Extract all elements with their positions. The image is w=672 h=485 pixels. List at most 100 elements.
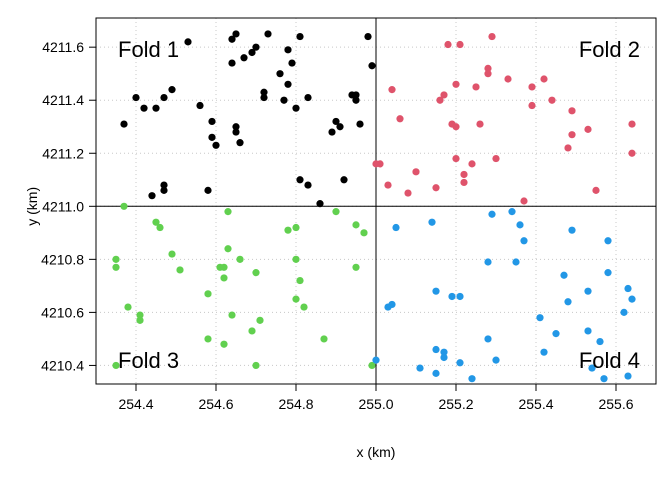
data-point (232, 128, 240, 136)
data-point (356, 120, 364, 128)
data-point (588, 364, 596, 372)
data-point (584, 125, 592, 133)
data-point (112, 263, 120, 271)
data-point (428, 218, 436, 226)
y-tick-label: 4211.4 (42, 92, 84, 108)
data-point (124, 303, 132, 311)
data-point (392, 223, 400, 232)
data-point (228, 59, 236, 67)
data-point (432, 184, 440, 192)
data-point (292, 104, 300, 112)
data-point (300, 303, 308, 311)
data-point (432, 345, 440, 354)
data-point (416, 364, 424, 372)
data-point (228, 311, 236, 319)
y-tick-label: 4210.6 (41, 304, 84, 320)
x-tick-label: 254.6 (198, 396, 233, 412)
data-point (472, 83, 480, 91)
data-point (252, 269, 260, 277)
data-point (560, 271, 568, 279)
data-point (488, 210, 496, 218)
y-tick-label: 4211.0 (42, 198, 84, 214)
data-point (568, 107, 576, 115)
data-point (628, 149, 636, 157)
data-point (156, 223, 164, 232)
data-point (384, 181, 392, 189)
data-point (504, 75, 512, 83)
data-point (236, 255, 244, 263)
data-point (352, 221, 360, 229)
data-point (120, 202, 128, 210)
x-tick-label: 255.4 (518, 396, 553, 412)
data-point (484, 258, 492, 266)
data-point (360, 229, 368, 237)
data-point (492, 154, 500, 163)
data-point (340, 176, 348, 184)
data-point (220, 263, 228, 271)
data-point (352, 91, 360, 99)
x-tick-label: 255.2 (438, 396, 473, 412)
data-point (452, 80, 460, 88)
data-point (184, 38, 192, 46)
data-point (456, 40, 464, 49)
data-point (292, 255, 300, 263)
data-point (260, 88, 268, 96)
data-point (540, 75, 548, 83)
data-point (112, 361, 120, 370)
data-point (196, 101, 204, 110)
data-point (228, 35, 236, 43)
data-point (248, 327, 256, 335)
data-point (568, 131, 576, 139)
data-point (296, 32, 304, 41)
data-point (484, 64, 492, 72)
data-points (112, 30, 636, 383)
data-point (264, 30, 272, 38)
data-point (284, 226, 292, 234)
data-point (516, 221, 524, 229)
data-point (592, 186, 600, 194)
data-point (148, 192, 156, 200)
data-point (520, 237, 528, 245)
data-point (564, 298, 572, 306)
data-point (288, 59, 296, 67)
data-point (212, 141, 220, 149)
data-point (112, 255, 120, 263)
data-point (204, 186, 212, 194)
data-point (620, 308, 628, 316)
data-point (120, 120, 128, 128)
data-point (600, 375, 608, 383)
x-axis-label: x (km) (357, 444, 396, 460)
data-point (440, 353, 448, 362)
data-point (460, 178, 468, 187)
data-point (492, 356, 500, 364)
data-point (296, 176, 304, 184)
x-tick-label: 255.6 (598, 396, 633, 412)
data-point (176, 266, 184, 274)
data-point (396, 115, 404, 123)
data-point (388, 86, 396, 94)
series-3 (112, 202, 376, 370)
fold-label: Fold 2 (579, 37, 640, 62)
data-point (624, 284, 632, 293)
data-point (284, 80, 292, 88)
data-point (352, 263, 360, 271)
y-axis: 4210.4 4210.6 4210.8 4211.0 4211.2 4211.4 4211… (41, 39, 96, 373)
data-point (440, 91, 448, 99)
data-point (540, 348, 548, 356)
data-point (444, 40, 452, 49)
data-point (528, 83, 536, 91)
data-point (564, 144, 572, 152)
data-point (332, 117, 340, 126)
data-point (436, 96, 444, 104)
fold-labels: Fold 1 Fold 2 Fold 3 Fold 4 (118, 37, 640, 373)
data-point (484, 70, 492, 78)
data-point (536, 314, 544, 322)
data-point (584, 287, 592, 295)
data-point (628, 120, 636, 128)
data-point (284, 46, 292, 54)
data-point (248, 48, 256, 57)
data-point (240, 54, 248, 62)
data-point (276, 70, 284, 78)
data-point (208, 117, 216, 126)
data-point (204, 290, 212, 298)
